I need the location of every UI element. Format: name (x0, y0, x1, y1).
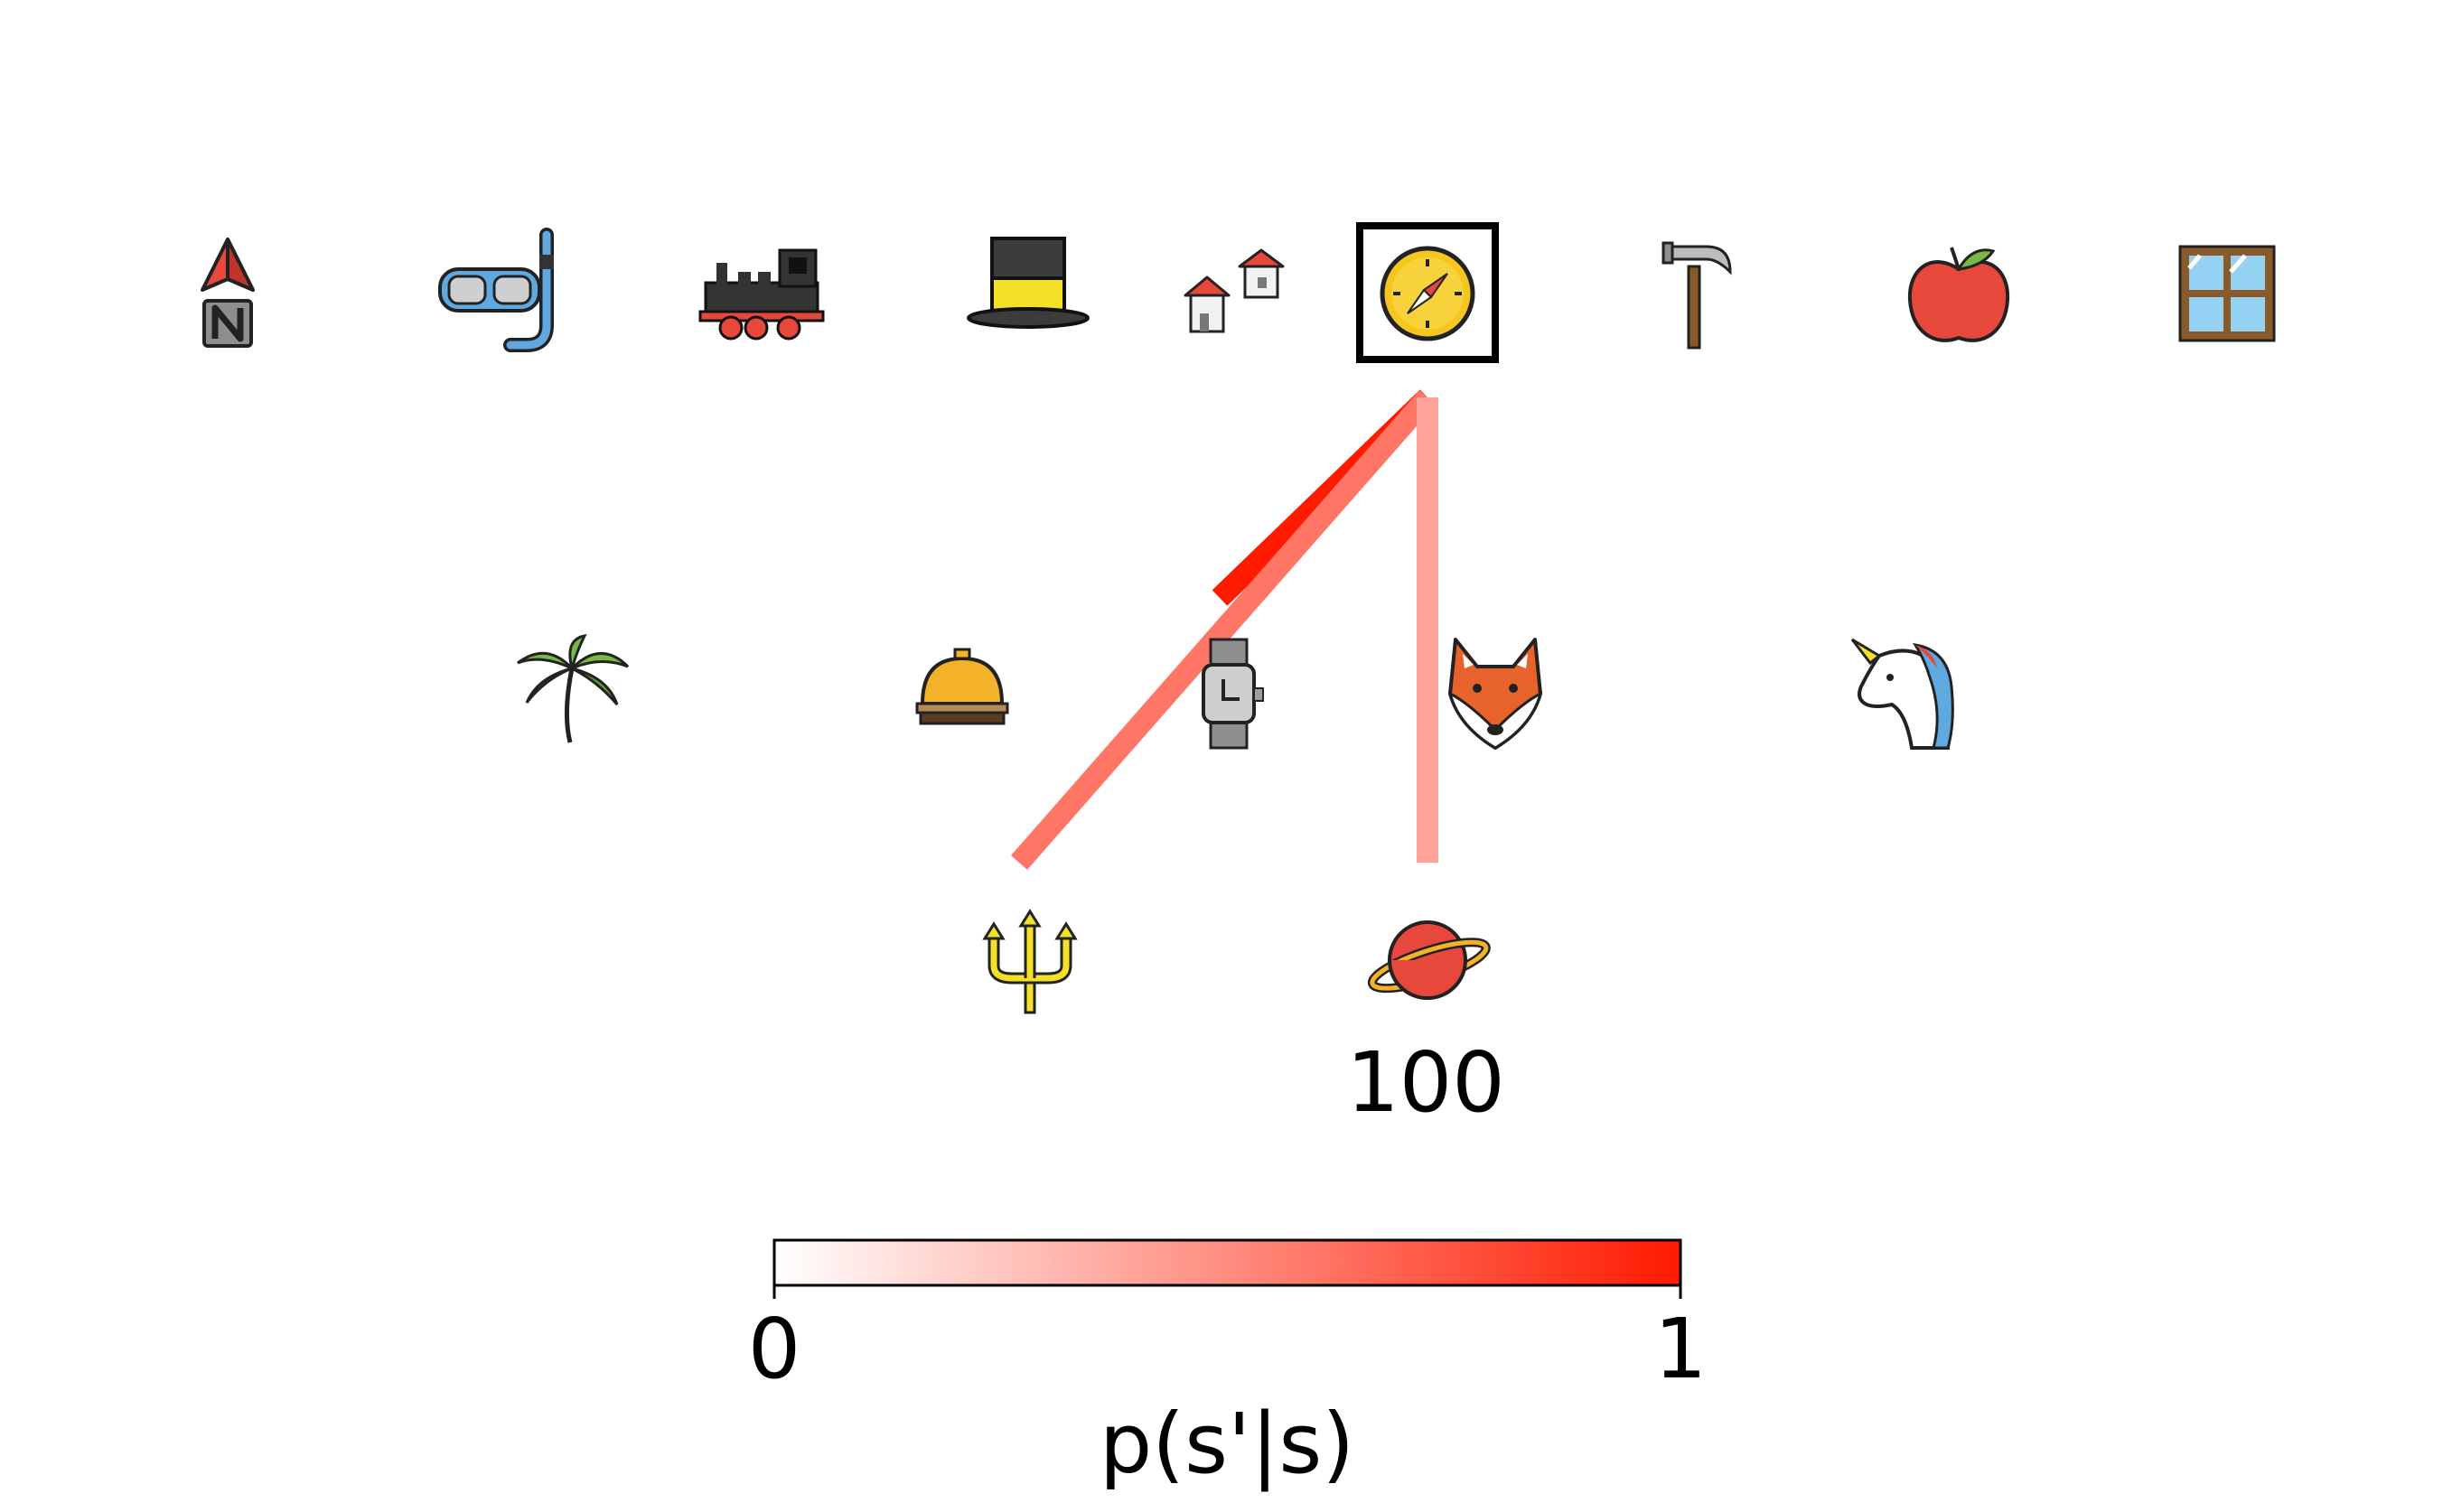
houses-icon (1184, 248, 1285, 333)
locomotive-icon (698, 248, 825, 341)
planet-icon (1367, 920, 1491, 1000)
current-state-box (1356, 222, 1499, 363)
top-hat-icon (967, 237, 1090, 329)
hammer-icon (1661, 241, 1732, 350)
planet-node-label: 100 (1346, 1034, 1505, 1131)
colorbar-max-label: 1 (1654, 1301, 1708, 1397)
north-arrow-icon (201, 238, 255, 348)
apple-icon (1907, 247, 2010, 342)
colorbar-min-label: 0 (748, 1301, 801, 1397)
snorkel-mask-icon (438, 228, 554, 352)
unicorn-icon (1850, 638, 1954, 750)
colorbar: 0 1 p(s'|s) (748, 1238, 1708, 1492)
colorbar-title: p(s'|s) (1100, 1395, 1354, 1492)
colorbar-gradient (772, 1238, 1682, 1287)
transition-edges (1010, 389, 1438, 870)
palm-tree-icon (517, 633, 630, 743)
compass-icon (1380, 246, 1475, 341)
service-bell-icon (915, 648, 1009, 725)
trident-icon (982, 909, 1078, 1014)
fox-icon (1447, 638, 1543, 750)
edge-compass-to-trident (1010, 390, 1437, 870)
wristwatch-icon (1202, 638, 1264, 750)
window-icon (2178, 245, 2276, 342)
